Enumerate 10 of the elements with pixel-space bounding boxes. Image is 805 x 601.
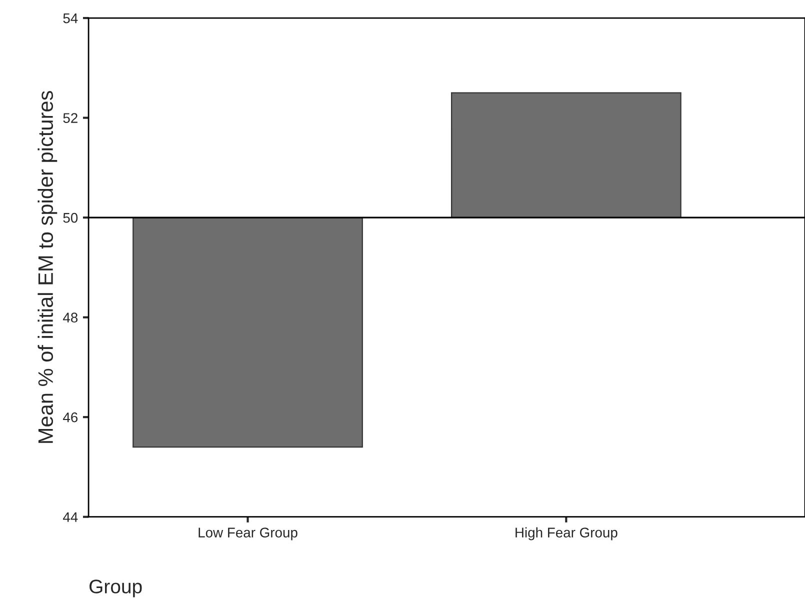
- y-tick-label: 48: [63, 312, 78, 322]
- y-axis-title: Mean % of initial EM to spider pictures: [38, 91, 58, 443]
- x-tick-label: Low Fear Group: [198, 528, 298, 540]
- y-tick-label: 46: [63, 412, 78, 422]
- x-tick-label: High Fear Group: [516, 527, 618, 540]
- x-axis-title: Group: [90, 580, 142, 598]
- y-tick-label: 44: [63, 512, 78, 522]
- y-tick-label: 52: [63, 113, 78, 123]
- y-tick-label: 50: [63, 212, 78, 223]
- y-tick-label: 54: [63, 14, 78, 24]
